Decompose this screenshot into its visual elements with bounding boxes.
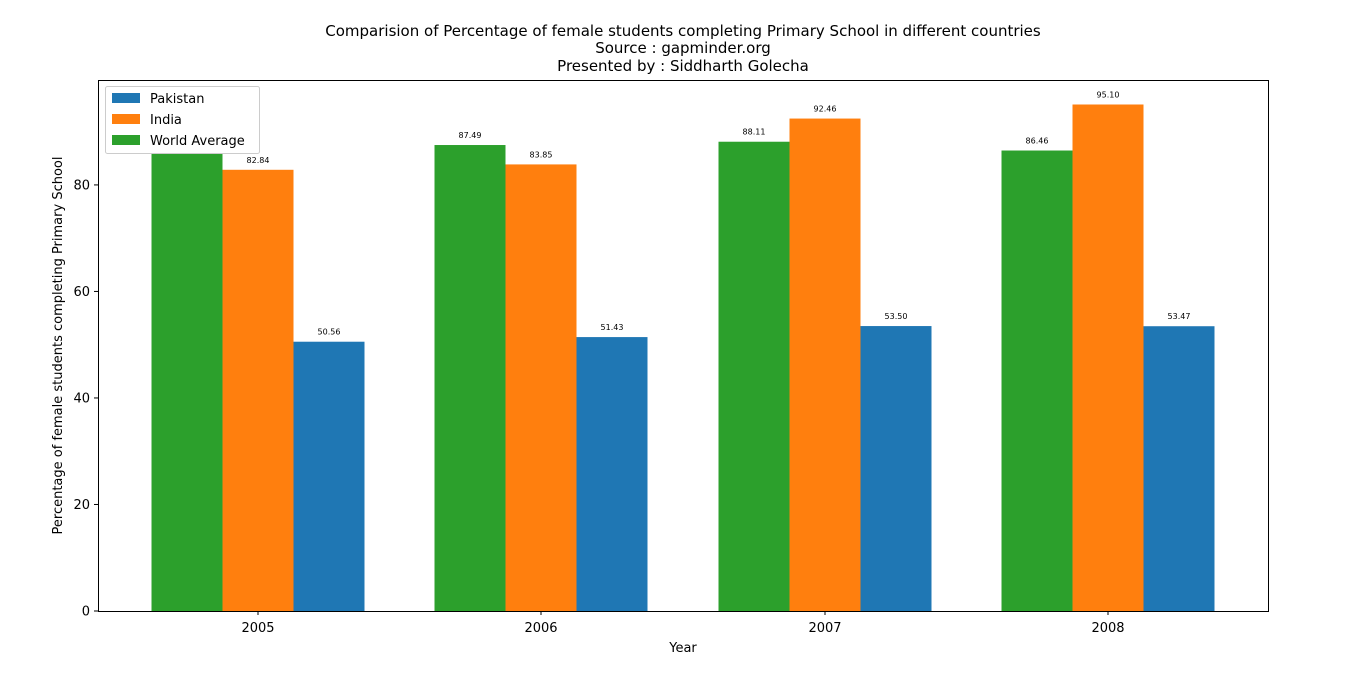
data-label-india-2007: 92.46 bbox=[814, 105, 837, 114]
bar-world-average-2006 bbox=[434, 145, 506, 611]
y-tick-label-20: 20 bbox=[73, 498, 90, 513]
data-label-pakistan-2008: 53.47 bbox=[1168, 312, 1191, 321]
data-label-world-average-2006: 87.49 bbox=[459, 131, 482, 140]
x-tick-label-2006: 2006 bbox=[524, 621, 557, 636]
y-tick-label-80: 80 bbox=[73, 178, 90, 193]
legend-swatch-india bbox=[112, 114, 140, 124]
data-label-pakistan-2007: 53.50 bbox=[885, 312, 908, 321]
legend-swatch-world-average bbox=[112, 135, 140, 145]
data-label-india-2005: 82.84 bbox=[247, 156, 270, 165]
x-tick-label-2005: 2005 bbox=[241, 621, 274, 636]
bar-india-2007 bbox=[789, 118, 861, 611]
x-axis-label: Year bbox=[668, 641, 697, 656]
x-axis: 2005 2006 2007 2008 bbox=[241, 611, 1125, 636]
legend-swatch-pakistan bbox=[112, 93, 140, 103]
data-label-india-2008: 95.10 bbox=[1097, 90, 1120, 99]
data-label-pakistan-2006: 51.43 bbox=[601, 323, 624, 332]
bar-world-average-2008 bbox=[1001, 150, 1073, 611]
data-label-pakistan-2005: 50.56 bbox=[318, 328, 341, 337]
bar-india-2006 bbox=[505, 164, 577, 611]
chart-title-group: Comparision of Percentage of female stud… bbox=[325, 22, 1041, 75]
chart-title: Comparision of Percentage of female stud… bbox=[325, 22, 1041, 40]
y-tick-label-40: 40 bbox=[73, 391, 90, 406]
data-labels-layer: 87.49 88.11 86.46 82.84 83.85 92.46 95.10 50.56… bbox=[247, 90, 1191, 336]
y-tick-label-0: 0 bbox=[82, 605, 90, 620]
legend-label-world-average: World Average bbox=[150, 134, 245, 149]
legend-label-india: India bbox=[150, 113, 182, 128]
chart-subtitle-author: Presented by : Siddharth Golecha bbox=[557, 57, 809, 75]
y-axis-label: Percentage of female students completing… bbox=[51, 157, 66, 535]
data-label-world-average-2008: 86.46 bbox=[1026, 137, 1049, 146]
legend-label-pakistan: Pakistan bbox=[150, 92, 204, 107]
bars-layer bbox=[151, 104, 1215, 612]
bar-pakistan-2006 bbox=[576, 337, 648, 611]
plot-area-frame bbox=[98, 80, 1269, 612]
x-tick-label-2008: 2008 bbox=[1091, 621, 1124, 636]
bar-world-average-2007 bbox=[718, 141, 790, 611]
bar-pakistan-2005 bbox=[293, 341, 365, 611]
x-tick-label-2007: 2007 bbox=[808, 621, 841, 636]
bar-world-average-2005 bbox=[151, 152, 223, 612]
data-label-india-2006: 83.85 bbox=[530, 150, 553, 159]
bar-india-2008 bbox=[1072, 104, 1144, 611]
bar-pakistan-2008 bbox=[1143, 326, 1215, 611]
y-axis: 0 20 40 60 80 bbox=[73, 178, 98, 620]
chart-subtitle-source: Source : gapminder.org bbox=[595, 39, 771, 57]
legend: Pakistan India World Average bbox=[105, 86, 260, 154]
bar-pakistan-2007 bbox=[860, 326, 932, 611]
bar-india-2005 bbox=[222, 169, 294, 611]
data-label-world-average-2007: 88.11 bbox=[743, 128, 766, 137]
y-tick-label-60: 60 bbox=[73, 285, 90, 300]
legend-box bbox=[105, 86, 260, 154]
